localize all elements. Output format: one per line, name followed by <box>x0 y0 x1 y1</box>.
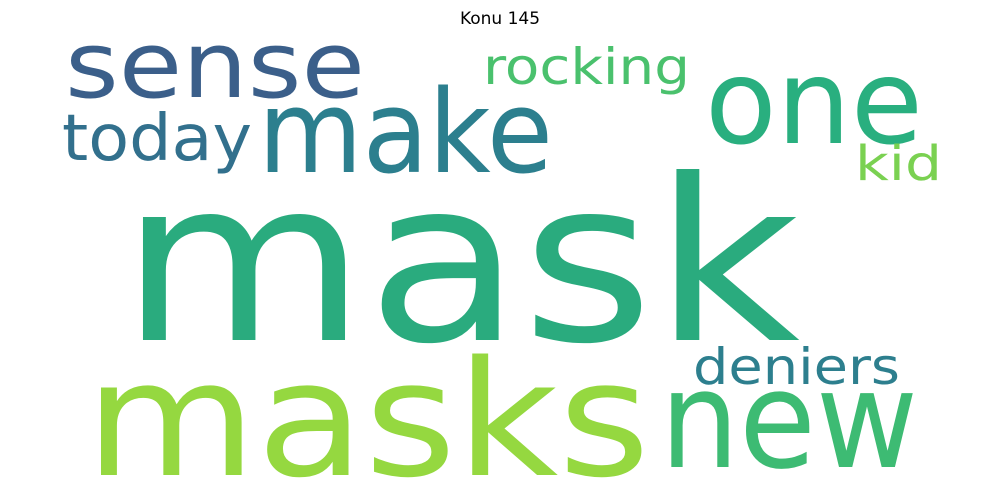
word-one: one <box>705 33 923 171</box>
word-masks: masks <box>85 326 650 500</box>
chart-title: Konu 145 <box>459 9 541 29</box>
word-new: new <box>660 342 918 499</box>
word-deniers: deniers <box>693 338 900 396</box>
word-mask: mask <box>120 132 800 394</box>
word-rocking: rocking <box>483 38 690 96</box>
word-make: make <box>258 66 553 200</box>
word-kid: kid <box>855 136 942 192</box>
word-sense: sense <box>65 12 365 119</box>
word-today: today <box>62 102 252 176</box>
